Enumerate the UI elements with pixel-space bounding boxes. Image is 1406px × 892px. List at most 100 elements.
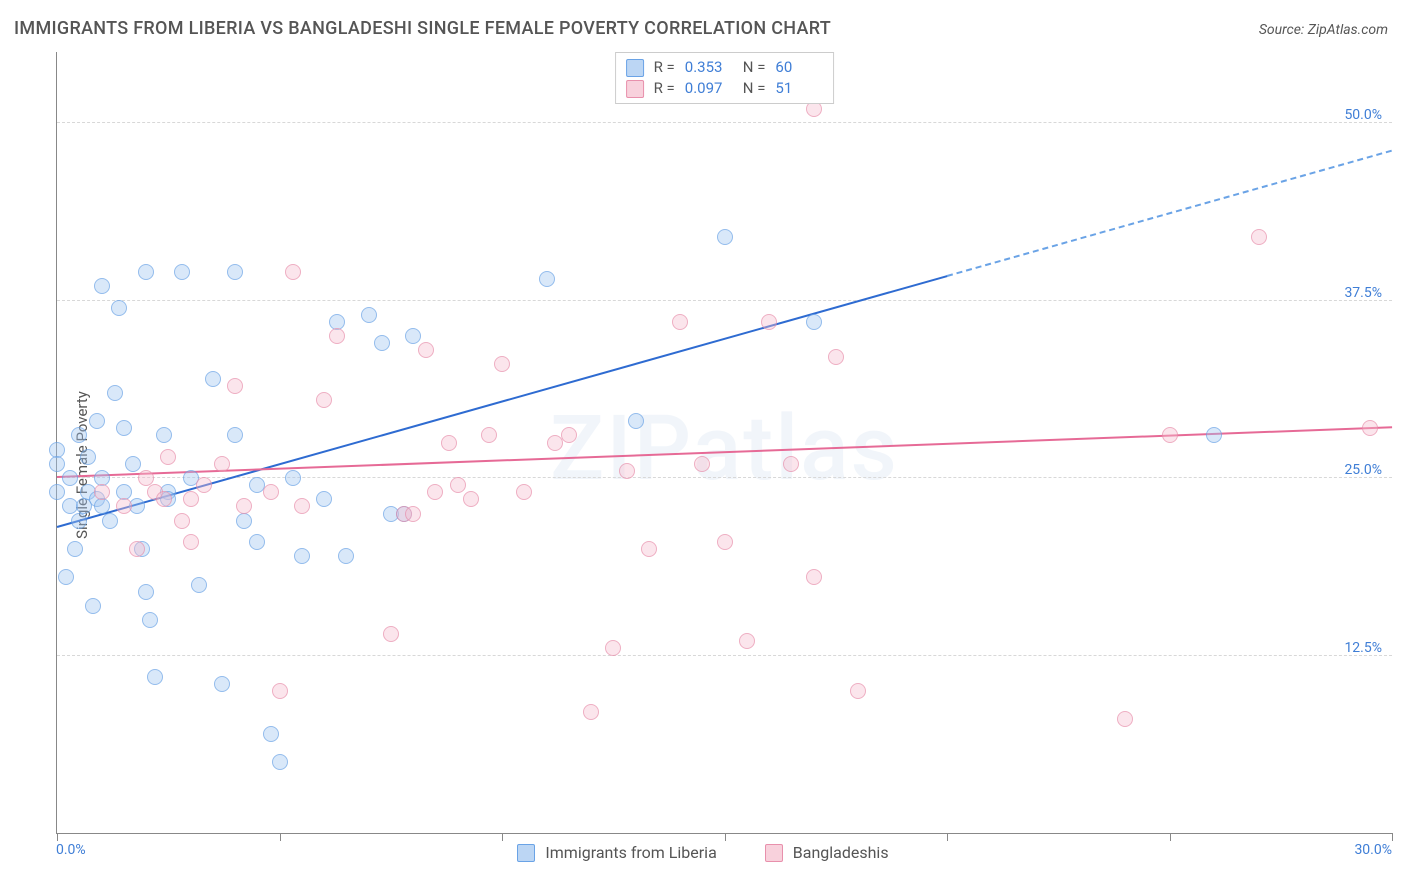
source-label: Source: ZipAtlas.com (1259, 22, 1388, 38)
scatter-point (160, 449, 176, 465)
scatter-point (71, 427, 87, 443)
trend-line (947, 149, 1393, 276)
series-legend: Immigrants from Liberia Bangladeshis (14, 843, 1392, 862)
scatter-point (583, 704, 599, 720)
scatter-point (49, 484, 65, 500)
scatter-point (427, 484, 443, 500)
scatter-point (717, 534, 733, 550)
scatter-point (329, 328, 345, 344)
scatter-point (739, 633, 755, 649)
trend-line (57, 275, 948, 528)
scatter-point (263, 484, 279, 500)
scatter-point (463, 491, 479, 507)
scatter-point (338, 548, 354, 564)
scatter-point (405, 328, 421, 344)
series-legend-item-pink: Bangladeshis (765, 843, 889, 862)
y-tick-label: 37.5% (1344, 285, 1382, 301)
scatter-point (316, 491, 332, 507)
scatter-point (294, 548, 310, 564)
scatter-point (783, 456, 799, 472)
x-tick (1392, 833, 1393, 841)
scatter-point (205, 371, 221, 387)
gridline (57, 122, 1392, 123)
chart-area: Single Female Poverty ZIPatlas R = 0.353… (14, 52, 1392, 878)
scatter-point (272, 754, 288, 770)
scatter-point (1362, 420, 1378, 436)
scatter-point (806, 314, 822, 330)
scatter-point (227, 378, 243, 394)
scatter-point (1206, 427, 1222, 443)
scatter-point (249, 534, 265, 550)
scatter-point (183, 534, 199, 550)
r-label: R = (654, 57, 675, 78)
n-label: N = (743, 57, 766, 78)
scatter-point (227, 427, 243, 443)
n-label: N = (743, 78, 766, 99)
scatter-point (191, 577, 207, 593)
scatter-point (62, 470, 78, 486)
series-legend-item-blue: Immigrants from Liberia (517, 843, 716, 862)
scatter-point (214, 676, 230, 692)
scatter-point (1162, 427, 1178, 443)
scatter-point (294, 498, 310, 514)
scatter-point (94, 278, 110, 294)
swatch-pink-icon (626, 80, 644, 98)
scatter-point (138, 264, 154, 280)
scatter-point (494, 356, 510, 372)
scatter-point (619, 463, 635, 479)
scatter-point (694, 456, 710, 472)
scatter-point (481, 427, 497, 443)
scatter-point (214, 456, 230, 472)
scatter-point (850, 683, 866, 699)
scatter-point (418, 342, 434, 358)
scatter-point (450, 477, 466, 493)
scatter-point (374, 335, 390, 351)
gridline (57, 655, 1392, 656)
scatter-point (156, 491, 172, 507)
scatter-point (605, 640, 621, 656)
scatter-point (285, 470, 301, 486)
scatter-point (94, 484, 110, 500)
scatter-point (67, 541, 83, 557)
y-tick-label: 50.0% (1344, 107, 1382, 123)
chart-title: IMMIGRANTS FROM LIBERIA VS BANGLADESHI S… (14, 18, 831, 39)
correlation-legend-row-blue: R = 0.353 N = 60 (626, 57, 824, 78)
scatter-point (125, 456, 141, 472)
scatter-point (628, 413, 644, 429)
scatter-point (361, 307, 377, 323)
x-tick (280, 833, 281, 841)
scatter-point (58, 569, 74, 585)
swatch-pink-icon (765, 844, 783, 862)
scatter-point (116, 420, 132, 436)
scatter-point (561, 427, 577, 443)
scatter-point (174, 264, 190, 280)
scatter-point (441, 435, 457, 451)
plot-area: ZIPatlas R = 0.353 N = 60 R = 0.097 N = … (56, 52, 1392, 834)
swatch-blue-icon (517, 844, 535, 862)
scatter-point (85, 598, 101, 614)
series-label-pink: Bangladeshis (793, 843, 889, 862)
scatter-point (761, 314, 777, 330)
trend-line (57, 426, 1392, 478)
scatter-point (285, 264, 301, 280)
scatter-point (236, 498, 252, 514)
swatch-blue-icon (626, 59, 644, 77)
scatter-point (107, 385, 123, 401)
scatter-point (1117, 711, 1133, 727)
n-value-pink: 51 (775, 78, 823, 99)
scatter-point (71, 513, 87, 529)
scatter-point (196, 477, 212, 493)
scatter-point (828, 349, 844, 365)
r-value-blue: 0.353 (685, 57, 733, 78)
scatter-point (227, 264, 243, 280)
x-tick (57, 833, 58, 841)
y-tick-label: 25.0% (1344, 462, 1382, 478)
scatter-point (383, 626, 399, 642)
scatter-point (672, 314, 688, 330)
scatter-point (272, 683, 288, 699)
scatter-point (80, 449, 96, 465)
scatter-point (405, 506, 421, 522)
y-tick-label: 12.5% (1344, 640, 1382, 656)
scatter-point (102, 513, 118, 529)
scatter-point (138, 584, 154, 600)
